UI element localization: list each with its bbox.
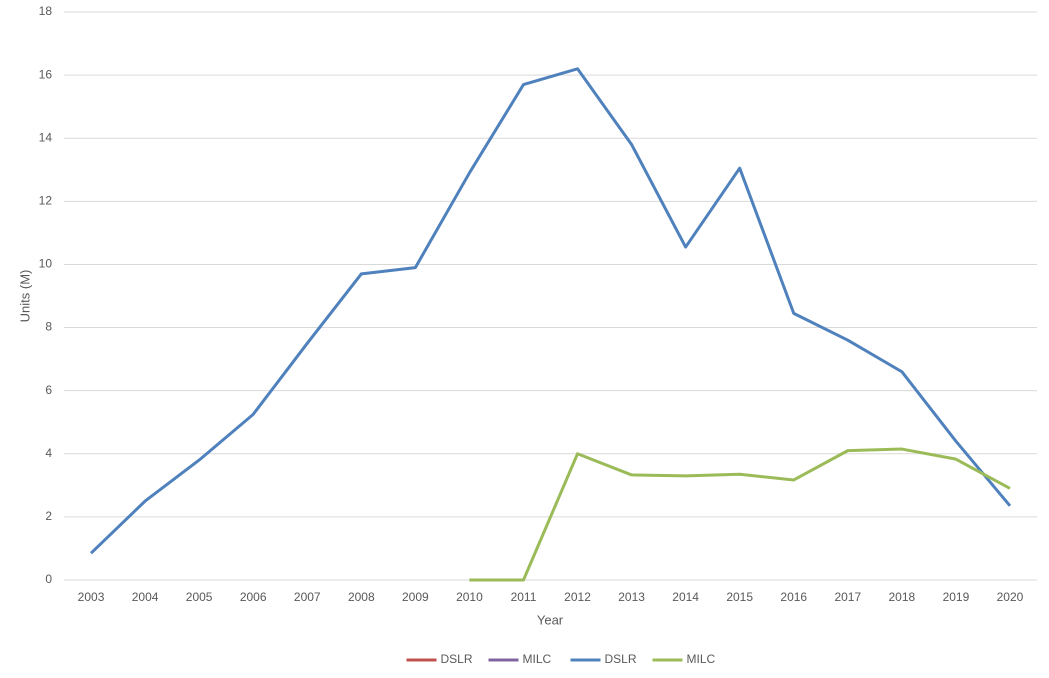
- y-tick-label: 0: [45, 572, 52, 586]
- x-tick-label: 2012: [564, 590, 591, 604]
- x-tick-label: 2011: [511, 590, 537, 604]
- x-tick-label: 2020: [997, 590, 1024, 604]
- x-tick-label: 2017: [834, 590, 861, 604]
- x-tick-label: 2013: [618, 590, 645, 604]
- y-tick-label: 16: [39, 67, 53, 81]
- x-tick-label: 2018: [889, 590, 916, 604]
- y-tick-label: 4: [45, 446, 52, 460]
- y-tick-label: 10: [39, 257, 53, 271]
- x-tick-label: 2009: [402, 590, 429, 604]
- y-tick-label: 14: [39, 130, 53, 144]
- x-tick-label: 2006: [240, 590, 267, 604]
- legend-label: DSLR: [605, 652, 637, 666]
- x-tick-label: 2008: [348, 590, 375, 604]
- x-tick-label: 2010: [456, 590, 483, 604]
- x-axis-label: Year: [537, 612, 564, 627]
- x-tick-label: 2005: [186, 590, 213, 604]
- x-tick-label: 2016: [780, 590, 807, 604]
- x-tick-label: 2003: [78, 590, 105, 604]
- x-tick-label: 2015: [726, 590, 753, 604]
- y-tick-label: 18: [39, 4, 53, 18]
- series-line: [469, 447, 1011, 582]
- x-tick-label: 2007: [294, 590, 321, 604]
- x-tick-label: 2004: [132, 590, 159, 604]
- series-line: [89, 67, 1012, 555]
- x-tick-label: 2014: [672, 590, 699, 604]
- legend-label: MILC: [523, 652, 552, 666]
- legend-label: DSLR: [441, 652, 473, 666]
- y-tick-label: 2: [45, 509, 52, 523]
- y-axis-label: Units (M): [17, 270, 32, 323]
- x-tick-label: 2019: [943, 590, 970, 604]
- y-tick-label: 12: [39, 194, 53, 208]
- y-tick-label: 8: [45, 320, 52, 334]
- y-tick-label: 6: [45, 383, 52, 397]
- legend-label: MILC: [687, 652, 716, 666]
